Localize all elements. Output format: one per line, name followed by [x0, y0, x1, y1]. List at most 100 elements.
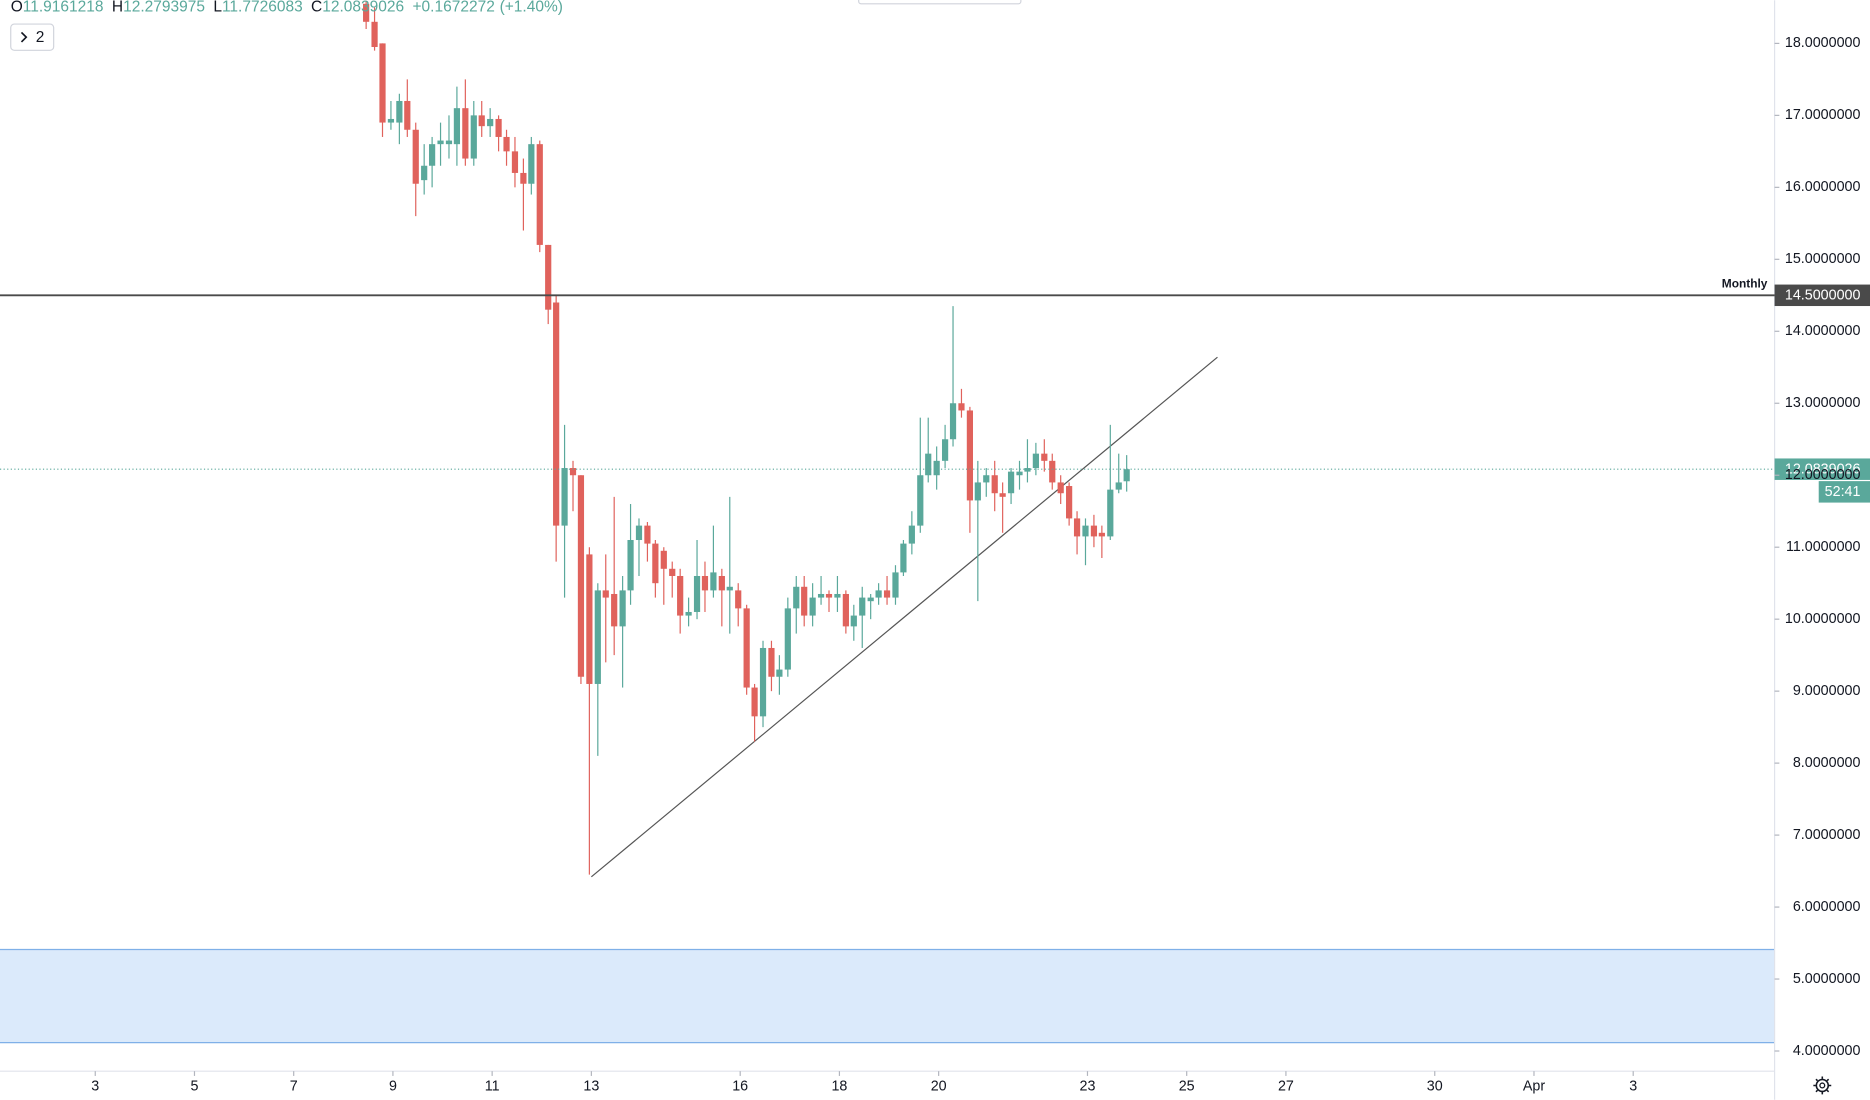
- candle-body: [602, 590, 609, 598]
- gear-teeth[interactable]: [1813, 1076, 1832, 1095]
- level-price-tag: [1774, 284, 1870, 307]
- candle-body: [396, 100, 403, 123]
- candle-body: [974, 482, 981, 501]
- candle-body: [528, 144, 535, 184]
- x-tick-label: 5: [190, 1078, 198, 1094]
- candle-body: [726, 586, 733, 591]
- candle-body: [619, 590, 626, 627]
- interval-count[interactable]: 2: [36, 29, 45, 46]
- candle-body: [387, 118, 395, 123]
- candle-body: [429, 144, 436, 166]
- candle-body: [1098, 532, 1105, 537]
- candle-body: [1024, 468, 1031, 472]
- candle-body: [652, 543, 659, 584]
- candle-body: [536, 144, 543, 245]
- candle-body: [635, 525, 643, 541]
- ohlc-key: C: [311, 0, 322, 15]
- candle-body: [735, 590, 742, 609]
- candle-body: [561, 468, 568, 526]
- candle-body: [586, 554, 593, 684]
- candle-body: [660, 550, 667, 569]
- candle-body: [793, 586, 800, 609]
- y-tick-label: 7.0000000: [1793, 827, 1861, 843]
- x-tick-label: 11: [485, 1078, 500, 1094]
- gear-hub[interactable]: [1819, 1082, 1826, 1089]
- candle-body: [925, 453, 932, 476]
- x-tick-label: 16: [732, 1078, 748, 1094]
- candle-body: [834, 593, 841, 598]
- candle-body: [437, 140, 444, 145]
- candle-body: [379, 43, 386, 123]
- candle-body: [487, 118, 494, 127]
- candle-body: [701, 575, 709, 591]
- chevron-icon[interactable]: [20, 31, 28, 43]
- candle-body: [999, 493, 1006, 497]
- candle-body: [710, 572, 717, 591]
- candle-body: [958, 403, 965, 411]
- y-tick-label: 16.0000000: [1785, 179, 1861, 195]
- y-tick-label: 18.0000000: [1785, 35, 1861, 51]
- y-tick-label: 17.0000000: [1785, 107, 1861, 123]
- candle-body: [453, 108, 461, 145]
- x-tick-label: 20: [931, 1078, 947, 1094]
- x-tick-label: 9: [389, 1078, 397, 1094]
- x-tick-label: 7: [290, 1078, 298, 1094]
- candle-body: [883, 590, 891, 598]
- y-tick-label: 15.0000000: [1785, 251, 1861, 267]
- candle-body: [1057, 482, 1064, 494]
- candle-body: [966, 410, 973, 501]
- y-tick-label: 4.0000000: [1793, 1043, 1861, 1059]
- candle-body: [908, 525, 915, 544]
- candle-body: [371, 21, 378, 47]
- x-tick-label: 3: [1629, 1078, 1637, 1094]
- y-tick-label: 6.0000000: [1793, 899, 1861, 915]
- candle-body: [553, 302, 560, 526]
- ohlc-value: 11.7726083: [222, 0, 303, 15]
- candle-body: [1107, 489, 1114, 537]
- y-tick-label: 14.0000000: [1785, 323, 1861, 339]
- candle-body: [900, 543, 907, 573]
- candle-body: [776, 669, 783, 677]
- candle-body: [611, 593, 618, 627]
- candle-body: [1032, 453, 1039, 469]
- ohlc-value: 12.2793975: [123, 0, 205, 15]
- candle-body: [1073, 518, 1081, 537]
- candle-body: [867, 597, 874, 602]
- y-tick-label: 5.0000000: [1793, 971, 1861, 987]
- interval-button[interactable]: 2: [10, 23, 55, 51]
- x-tick-label: 27: [1278, 1078, 1294, 1094]
- candle-body: [743, 608, 750, 688]
- interval-button-box[interactable]: [10, 23, 55, 51]
- candle-body: [718, 575, 725, 591]
- candle-body: [470, 115, 477, 159]
- candle-body: [511, 151, 519, 173]
- gear-ring[interactable]: [1815, 1078, 1830, 1093]
- candle-body: [892, 572, 899, 598]
- candle-body: [677, 575, 684, 616]
- candle-body: [421, 165, 428, 181]
- candle-body: [1115, 482, 1122, 490]
- candle-body: [462, 108, 469, 159]
- y-tick-label: 13.0000000: [1785, 395, 1861, 411]
- ohlc-key: L: [213, 0, 222, 15]
- candle-body: [759, 647, 767, 717]
- candle-body: [478, 115, 485, 127]
- candle-body: [933, 460, 940, 476]
- countdown-label: 52:41: [1825, 484, 1861, 500]
- candle-body: [644, 525, 651, 544]
- x-tick-label: 18: [831, 1078, 847, 1094]
- settings-icon[interactable]: [1813, 1076, 1832, 1095]
- candle-body: [1049, 460, 1056, 483]
- countdown-tag: [1818, 481, 1870, 503]
- candle-body: [809, 597, 816, 616]
- candle-body: [577, 475, 585, 677]
- candle-body: [1041, 453, 1048, 461]
- last-price-label: 12.0839026: [1785, 462, 1861, 478]
- y-tick-label: 12.0000000: [1785, 467, 1861, 483]
- candle-body: [850, 615, 857, 627]
- candle-body: [1007, 471, 1015, 494]
- x-tick-label: 30: [1427, 1078, 1443, 1094]
- candle-body: [520, 172, 527, 184]
- y-tick-label: 10.0000000: [1785, 611, 1861, 627]
